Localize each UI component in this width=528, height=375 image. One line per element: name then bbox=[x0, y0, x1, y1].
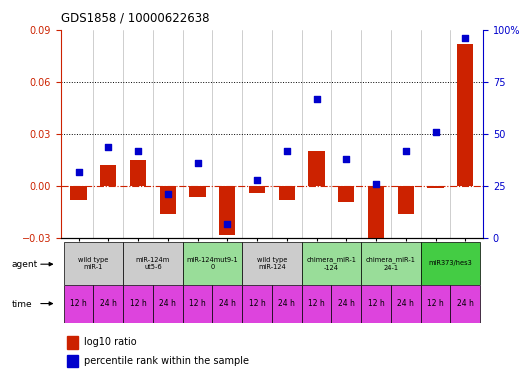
Text: 24 h: 24 h bbox=[457, 299, 474, 308]
Text: log10 ratio: log10 ratio bbox=[84, 338, 137, 347]
Bar bbox=[391, 285, 421, 322]
Point bbox=[193, 160, 202, 166]
Text: miR-124mut9-1
0: miR-124mut9-1 0 bbox=[186, 256, 238, 270]
Bar bbox=[183, 285, 212, 322]
Text: 24 h: 24 h bbox=[159, 299, 176, 308]
Text: percentile rank within the sample: percentile rank within the sample bbox=[84, 356, 249, 366]
Text: 12 h: 12 h bbox=[427, 299, 444, 308]
Bar bbox=[279, 186, 295, 200]
Point bbox=[461, 35, 469, 41]
Bar bbox=[242, 285, 272, 322]
Text: 12 h: 12 h bbox=[308, 299, 325, 308]
Point bbox=[313, 96, 321, 102]
Bar bbox=[272, 285, 301, 322]
Bar bbox=[130, 160, 146, 186]
Bar bbox=[450, 285, 480, 322]
Text: 24 h: 24 h bbox=[219, 299, 235, 308]
Text: chimera_miR-1
24-1: chimera_miR-1 24-1 bbox=[366, 256, 416, 271]
Bar bbox=[93, 285, 123, 322]
Point bbox=[402, 148, 410, 154]
Text: 24 h: 24 h bbox=[100, 299, 117, 308]
Text: time: time bbox=[12, 300, 32, 309]
Bar bbox=[338, 186, 354, 202]
Point bbox=[134, 148, 142, 154]
Bar bbox=[212, 285, 242, 322]
Bar bbox=[398, 186, 414, 214]
Text: miR-124m
ut5-6: miR-124m ut5-6 bbox=[136, 256, 170, 270]
Point bbox=[342, 156, 351, 162]
Text: 12 h: 12 h bbox=[189, 299, 206, 308]
Bar bbox=[67, 336, 78, 349]
Bar bbox=[64, 242, 123, 285]
Bar bbox=[159, 186, 176, 214]
Bar bbox=[190, 186, 206, 196]
Bar bbox=[183, 242, 242, 285]
Bar bbox=[361, 242, 421, 285]
Text: 12 h: 12 h bbox=[130, 299, 146, 308]
Point bbox=[223, 220, 231, 226]
Bar bbox=[368, 186, 384, 238]
Text: 12 h: 12 h bbox=[249, 299, 266, 308]
Point bbox=[164, 191, 172, 197]
Bar bbox=[421, 285, 450, 322]
Text: 24 h: 24 h bbox=[278, 299, 295, 308]
Bar bbox=[427, 186, 444, 188]
Bar bbox=[361, 285, 391, 322]
Bar bbox=[457, 44, 474, 186]
Bar bbox=[100, 165, 117, 186]
Bar bbox=[219, 186, 235, 235]
Text: wild type
miR-124: wild type miR-124 bbox=[257, 256, 287, 270]
Bar bbox=[123, 242, 183, 285]
Bar bbox=[332, 285, 361, 322]
Text: miR373/hes3: miR373/hes3 bbox=[429, 260, 472, 266]
Point bbox=[431, 129, 440, 135]
Bar bbox=[70, 186, 87, 200]
Text: GDS1858 / 10000622638: GDS1858 / 10000622638 bbox=[61, 11, 209, 24]
Text: 12 h: 12 h bbox=[70, 299, 87, 308]
Text: 24 h: 24 h bbox=[398, 299, 414, 308]
Point bbox=[282, 148, 291, 154]
Point bbox=[253, 177, 261, 183]
Text: wild type
miR-1: wild type miR-1 bbox=[78, 256, 109, 270]
Bar bbox=[308, 152, 325, 186]
Text: 24 h: 24 h bbox=[338, 299, 355, 308]
Text: 12 h: 12 h bbox=[367, 299, 384, 308]
Point bbox=[104, 144, 112, 150]
Bar bbox=[249, 186, 265, 193]
Bar bbox=[64, 285, 93, 322]
Bar bbox=[301, 285, 332, 322]
Point bbox=[74, 168, 83, 174]
Text: chimera_miR-1
-124: chimera_miR-1 -124 bbox=[306, 256, 356, 271]
Bar bbox=[421, 242, 480, 285]
Point bbox=[372, 181, 380, 187]
Bar bbox=[153, 285, 183, 322]
Bar bbox=[242, 242, 301, 285]
Bar bbox=[67, 355, 78, 367]
Bar bbox=[123, 285, 153, 322]
Text: agent: agent bbox=[12, 260, 38, 269]
Bar bbox=[301, 242, 361, 285]
